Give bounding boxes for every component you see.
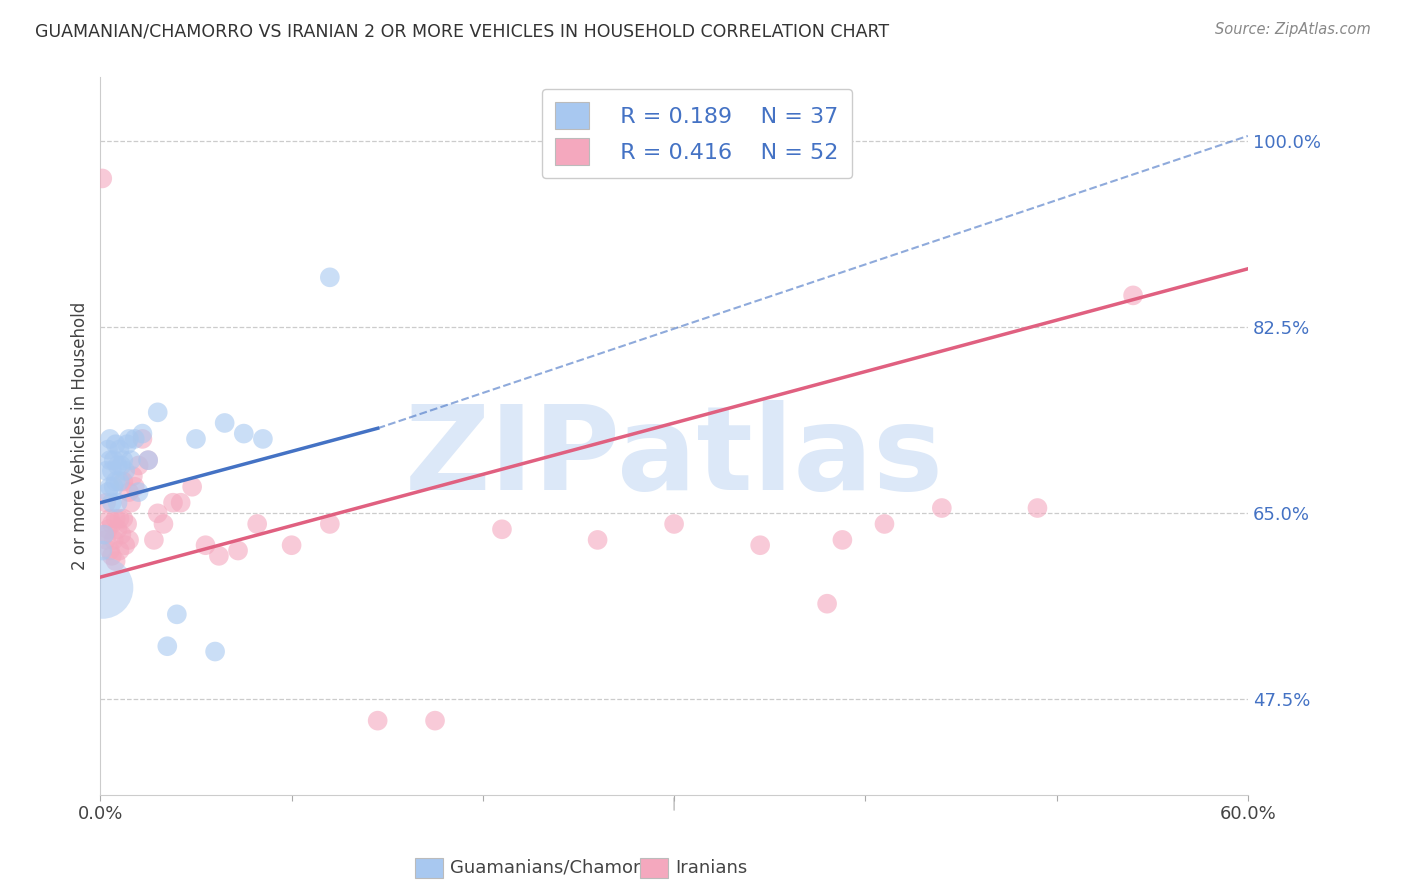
Point xyxy=(108,543,131,558)
Point xyxy=(662,516,685,531)
Point xyxy=(170,496,193,510)
Point xyxy=(136,453,159,467)
Point xyxy=(108,442,131,457)
Point xyxy=(120,496,142,510)
Point xyxy=(104,554,127,568)
Point xyxy=(93,527,115,541)
Point xyxy=(110,527,132,541)
Point xyxy=(131,426,153,441)
Point xyxy=(232,426,254,441)
Point xyxy=(107,496,129,510)
Point xyxy=(131,432,153,446)
Point xyxy=(115,516,138,531)
Point xyxy=(367,714,389,728)
Point xyxy=(121,469,143,483)
Point xyxy=(104,437,127,451)
Point xyxy=(214,416,236,430)
Text: Iranians: Iranians xyxy=(675,859,747,877)
Point xyxy=(107,522,129,536)
Point xyxy=(101,549,124,563)
Point xyxy=(118,432,141,446)
Text: GUAMANIAN/CHAMORRO VS IRANIAN 2 OR MORE VEHICLES IN HOUSEHOLD CORRELATION CHART: GUAMANIAN/CHAMORRO VS IRANIAN 2 OR MORE … xyxy=(35,22,889,40)
Point xyxy=(831,533,853,547)
Point xyxy=(108,511,131,525)
Point xyxy=(114,464,136,478)
Point xyxy=(112,475,135,489)
Point xyxy=(94,496,117,510)
Point xyxy=(181,480,204,494)
Point xyxy=(204,644,226,658)
Point xyxy=(280,538,302,552)
Point xyxy=(226,543,249,558)
Point xyxy=(124,432,146,446)
Point xyxy=(815,597,838,611)
Point xyxy=(146,405,169,419)
Point xyxy=(91,581,114,595)
Point xyxy=(108,475,131,489)
Point xyxy=(124,480,146,494)
Point xyxy=(152,516,174,531)
Point xyxy=(873,516,896,531)
Point xyxy=(114,538,136,552)
Point xyxy=(166,607,188,622)
Point xyxy=(94,464,117,478)
Point xyxy=(423,714,446,728)
Point xyxy=(101,464,124,478)
Point xyxy=(103,533,125,547)
Point xyxy=(104,511,127,525)
Point xyxy=(91,543,114,558)
Point xyxy=(1122,288,1144,302)
Point xyxy=(98,453,121,467)
Point xyxy=(252,432,274,446)
Text: Source: ZipAtlas.com: Source: ZipAtlas.com xyxy=(1215,22,1371,37)
Point xyxy=(112,453,135,467)
Point xyxy=(115,437,138,451)
Point xyxy=(146,506,169,520)
Point xyxy=(107,458,129,473)
Point xyxy=(118,533,141,547)
Point xyxy=(184,432,207,446)
Point xyxy=(246,516,269,531)
Y-axis label: 2 or more Vehicles in Household: 2 or more Vehicles in Household xyxy=(72,302,89,570)
Point xyxy=(98,432,121,446)
Point xyxy=(1026,501,1049,516)
Point xyxy=(118,485,141,500)
Point xyxy=(128,458,150,473)
Point xyxy=(112,511,135,525)
Point xyxy=(586,533,609,547)
Legend:   R = 0.189    N = 37,   R = 0.416    N = 52: R = 0.189 N = 37, R = 0.416 N = 52 xyxy=(541,88,852,178)
Point xyxy=(103,480,125,494)
Point xyxy=(98,480,121,494)
Point xyxy=(101,496,124,510)
Point xyxy=(162,496,184,510)
Point xyxy=(97,442,120,457)
Point xyxy=(136,453,159,467)
Point xyxy=(156,639,179,653)
Point xyxy=(142,533,165,547)
Point xyxy=(104,475,127,489)
Point xyxy=(101,516,124,531)
Point xyxy=(93,527,115,541)
Point xyxy=(97,522,120,536)
Point xyxy=(319,516,342,531)
Point xyxy=(103,453,125,467)
Point xyxy=(97,485,120,500)
Text: Guamanians/Chamorros: Guamanians/Chamorros xyxy=(450,859,668,877)
Point xyxy=(931,501,953,516)
Point xyxy=(91,171,114,186)
Text: ZIPatlas: ZIPatlas xyxy=(405,401,943,516)
Point xyxy=(491,522,513,536)
Point xyxy=(194,538,217,552)
Point xyxy=(319,270,342,285)
Point xyxy=(98,543,121,558)
Point xyxy=(98,511,121,525)
Point xyxy=(94,533,117,547)
Point xyxy=(749,538,772,552)
Point xyxy=(128,485,150,500)
Point xyxy=(120,453,142,467)
Point xyxy=(208,549,231,563)
Point xyxy=(110,458,132,473)
